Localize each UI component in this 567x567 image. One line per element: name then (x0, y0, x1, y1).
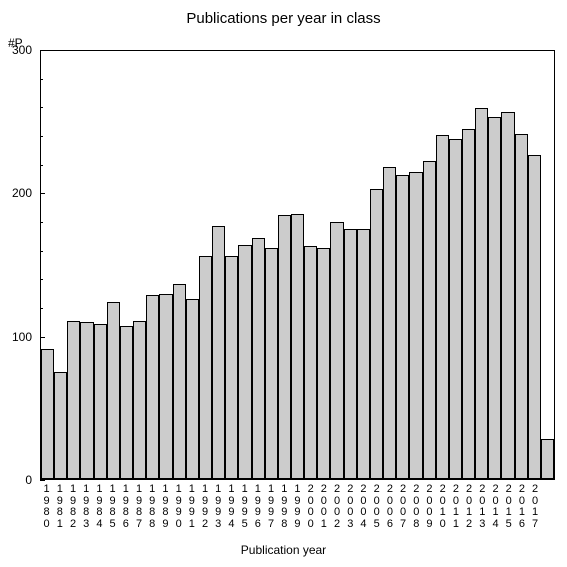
y-tick: 200 (0, 186, 40, 200)
y-axis-ticks: 0100200300 (0, 50, 40, 480)
bar (278, 215, 291, 479)
plot-area (40, 50, 555, 480)
x-tick-label: 1985 (106, 480, 119, 530)
bar (528, 155, 541, 479)
x-tick-label: 2006 (383, 480, 396, 530)
x-tick-label: 2015 (502, 480, 515, 530)
x-tick-label: 2000 (304, 480, 317, 530)
x-tick-label: 2010 (436, 480, 449, 530)
x-tick-label: 1994 (225, 480, 238, 530)
bar (107, 302, 120, 479)
x-tick-label: 2001 (317, 480, 330, 530)
x-tick-label: 2003 (344, 480, 357, 530)
y-tick-label: 100 (12, 330, 40, 344)
bar (120, 326, 133, 479)
y-tick-label: 300 (12, 43, 40, 57)
bar (212, 226, 225, 479)
y-tick: 0 (0, 473, 40, 487)
bar (344, 229, 357, 479)
x-tick-label: 2012 (463, 480, 476, 530)
x-tick-label: 1981 (53, 480, 66, 530)
x-tick-label: 2014 (489, 480, 502, 530)
bar (330, 222, 343, 479)
x-tick-label: 2013 (476, 480, 489, 530)
x-tick-label: 1993 (212, 480, 225, 530)
bar (304, 246, 317, 479)
bars-group (41, 51, 554, 479)
x-tick-label: 1991 (185, 480, 198, 530)
bar (159, 294, 172, 479)
x-tick-label: 1992 (198, 480, 211, 530)
x-tick-label: 1999 (291, 480, 304, 530)
x-tick-label: 1995 (238, 480, 251, 530)
x-tick-label: 1997 (264, 480, 277, 530)
x-tick-label: 1998 (278, 480, 291, 530)
bar (225, 256, 238, 479)
bar (501, 112, 514, 479)
bar (409, 172, 422, 479)
x-tick-label: 1983 (80, 480, 93, 530)
x-tick-label: 1996 (251, 480, 264, 530)
bar (199, 256, 212, 479)
bar (41, 349, 54, 479)
bar (370, 189, 383, 479)
bar (475, 108, 488, 479)
bar (515, 134, 528, 479)
bar (173, 284, 186, 479)
y-tick-label: 0 (25, 473, 40, 487)
x-tick-label: 2016 (515, 480, 528, 530)
x-tick-label: 2017 (529, 480, 542, 530)
x-tick-label: 2005 (370, 480, 383, 530)
x-tick-label: 1986 (119, 480, 132, 530)
bar (423, 161, 436, 479)
chart-container: Publications per year in class #P 010020… (0, 0, 567, 567)
x-tick-label: 2007 (396, 480, 409, 530)
bar (265, 248, 278, 479)
x-tick-label: 1982 (66, 480, 79, 530)
bar (252, 238, 265, 479)
bar (94, 324, 107, 480)
bar (396, 175, 409, 479)
y-tick: 100 (0, 330, 40, 344)
x-axis-label: Publication year (0, 543, 567, 557)
x-tick-label: 1984 (93, 480, 106, 530)
bar (317, 248, 330, 479)
x-tick-label (542, 480, 555, 530)
x-tick-label: 2011 (449, 480, 462, 530)
bar (80, 322, 93, 479)
chart-title: Publications per year in class (0, 10, 567, 27)
x-tick-label: 2002 (330, 480, 343, 530)
x-tick-label: 1989 (159, 480, 172, 530)
x-tick-label: 2008 (410, 480, 423, 530)
x-tick-label: 1990 (172, 480, 185, 530)
y-tick-label: 200 (12, 186, 40, 200)
bar (488, 117, 501, 479)
bar (541, 439, 554, 479)
bar (238, 245, 251, 479)
y-tick: 300 (0, 43, 40, 57)
bar (146, 295, 159, 479)
bar (462, 129, 475, 479)
bar (133, 321, 146, 479)
bar (291, 214, 304, 479)
x-tick-label: 2009 (423, 480, 436, 530)
bar (54, 372, 67, 479)
x-axis-ticks: 1980198119821983198419851986198719881989… (40, 480, 555, 530)
bar (436, 135, 449, 479)
x-tick-label: 1988 (146, 480, 159, 530)
bar (186, 299, 199, 479)
bar (383, 167, 396, 479)
bar (449, 139, 462, 479)
bar (357, 229, 370, 479)
bar (67, 321, 80, 479)
x-tick-label: 1987 (132, 480, 145, 530)
x-tick-label: 1980 (40, 480, 53, 530)
x-tick-label: 2004 (357, 480, 370, 530)
